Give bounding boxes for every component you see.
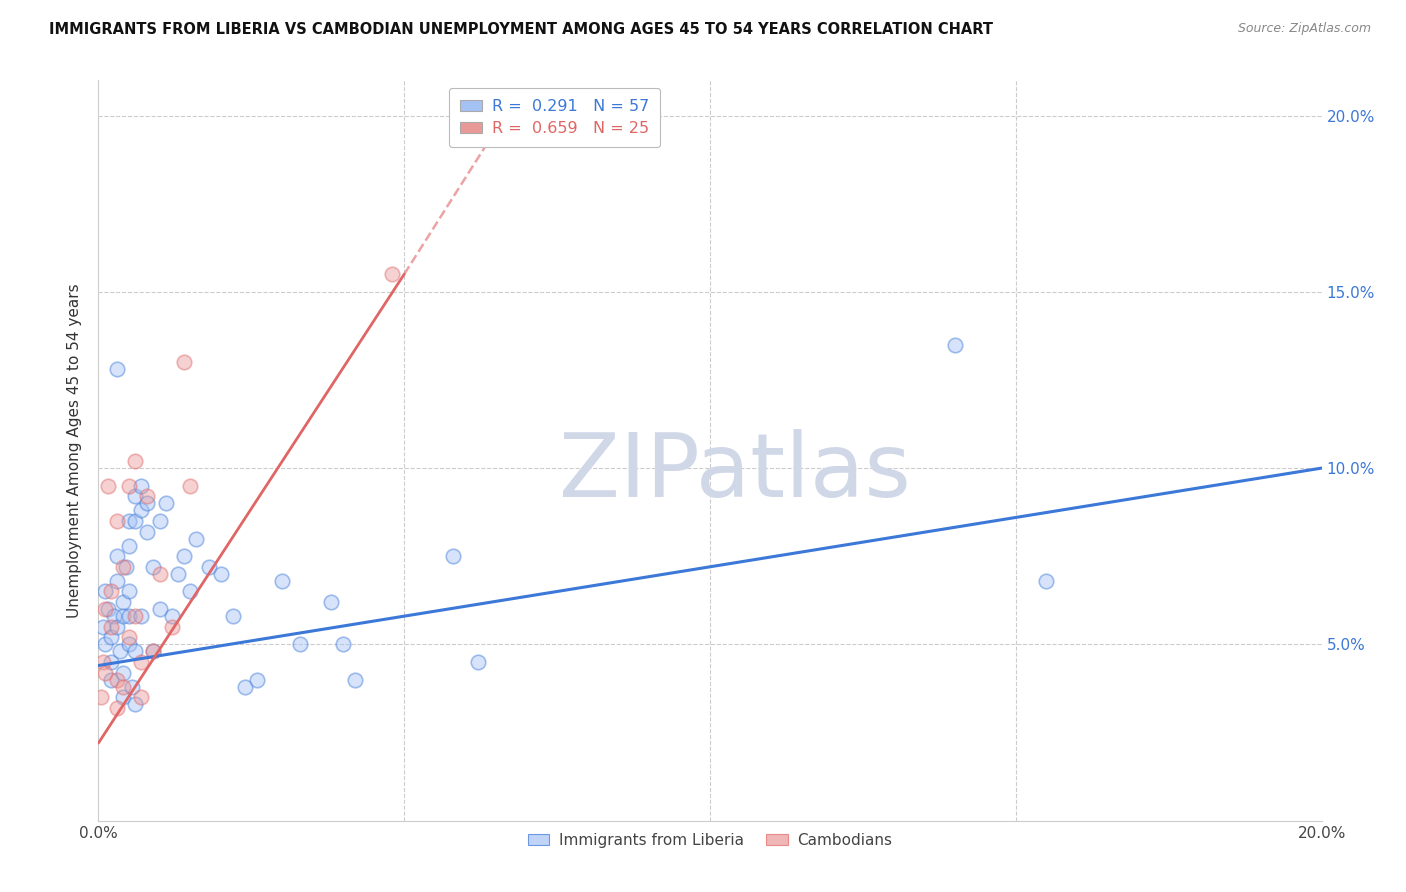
Point xyxy=(233,680,256,694)
Y-axis label: Unemployment Among Ages 45 to 54 years: Unemployment Among Ages 45 to 54 years xyxy=(67,283,83,618)
Point xyxy=(100,630,122,644)
Point xyxy=(118,609,141,624)
Point xyxy=(105,362,128,376)
Point xyxy=(105,514,128,528)
Point xyxy=(111,665,134,680)
Point xyxy=(105,574,128,588)
Point xyxy=(270,574,292,588)
Point xyxy=(197,559,219,574)
Point xyxy=(124,698,146,712)
Point xyxy=(222,609,245,624)
Point xyxy=(129,690,152,705)
Point xyxy=(173,355,195,369)
Point xyxy=(105,673,128,687)
Point xyxy=(136,524,159,539)
Point xyxy=(319,595,342,609)
Point xyxy=(943,337,966,351)
Point xyxy=(115,559,138,574)
Point xyxy=(93,637,115,651)
Point xyxy=(111,595,134,609)
Point xyxy=(111,680,134,694)
Legend: Immigrants from Liberia, Cambodians: Immigrants from Liberia, Cambodians xyxy=(522,827,898,854)
Point xyxy=(344,673,367,687)
Point xyxy=(97,602,120,616)
Point xyxy=(105,620,128,634)
Point xyxy=(118,479,141,493)
Point xyxy=(91,655,114,669)
Point xyxy=(246,673,269,687)
Point xyxy=(209,566,232,581)
Point xyxy=(155,496,177,510)
Point xyxy=(1035,574,1057,588)
Point xyxy=(124,514,146,528)
Point xyxy=(173,549,195,564)
Point xyxy=(290,637,312,651)
Point xyxy=(118,514,141,528)
Point xyxy=(179,479,201,493)
Point xyxy=(186,532,208,546)
Text: IMMIGRANTS FROM LIBERIA VS CAMBODIAN UNEMPLOYMENT AMONG AGES 45 TO 54 YEARS CORR: IMMIGRANTS FROM LIBERIA VS CAMBODIAN UNE… xyxy=(49,22,993,37)
Point xyxy=(381,267,404,281)
Point xyxy=(160,620,183,634)
Point xyxy=(149,602,172,616)
Point xyxy=(467,655,489,669)
Point xyxy=(160,609,183,624)
Point xyxy=(124,489,146,503)
Point xyxy=(167,566,190,581)
Point xyxy=(90,690,112,705)
Point xyxy=(142,644,165,658)
Point xyxy=(105,549,128,564)
Point xyxy=(136,496,159,510)
Point xyxy=(100,655,122,669)
Point xyxy=(97,479,120,493)
Point xyxy=(108,644,131,658)
Point xyxy=(142,644,165,658)
Point xyxy=(129,609,152,624)
Point xyxy=(93,584,115,599)
Point xyxy=(93,665,115,680)
Point xyxy=(129,503,152,517)
Point xyxy=(118,584,141,599)
Point xyxy=(332,637,354,651)
Point xyxy=(179,584,201,599)
Point xyxy=(103,609,125,624)
Point xyxy=(129,655,152,669)
Point xyxy=(111,690,134,705)
Text: Source: ZipAtlas.com: Source: ZipAtlas.com xyxy=(1237,22,1371,36)
Point xyxy=(100,673,122,687)
Point xyxy=(118,539,141,553)
Point xyxy=(118,637,141,651)
Point xyxy=(111,559,134,574)
Point xyxy=(124,644,146,658)
Point xyxy=(91,620,114,634)
Point xyxy=(100,620,122,634)
Point xyxy=(121,680,143,694)
Point xyxy=(129,479,152,493)
Point xyxy=(149,514,172,528)
Point xyxy=(93,602,115,616)
Point xyxy=(149,566,172,581)
Point xyxy=(142,559,165,574)
Point xyxy=(105,701,128,715)
Point xyxy=(118,630,141,644)
Point xyxy=(441,549,464,564)
Point xyxy=(124,454,146,468)
Point xyxy=(100,584,122,599)
Text: ZIPatlas: ZIPatlas xyxy=(558,429,911,516)
Point xyxy=(136,489,159,503)
Point xyxy=(124,609,146,624)
Point xyxy=(111,609,134,624)
